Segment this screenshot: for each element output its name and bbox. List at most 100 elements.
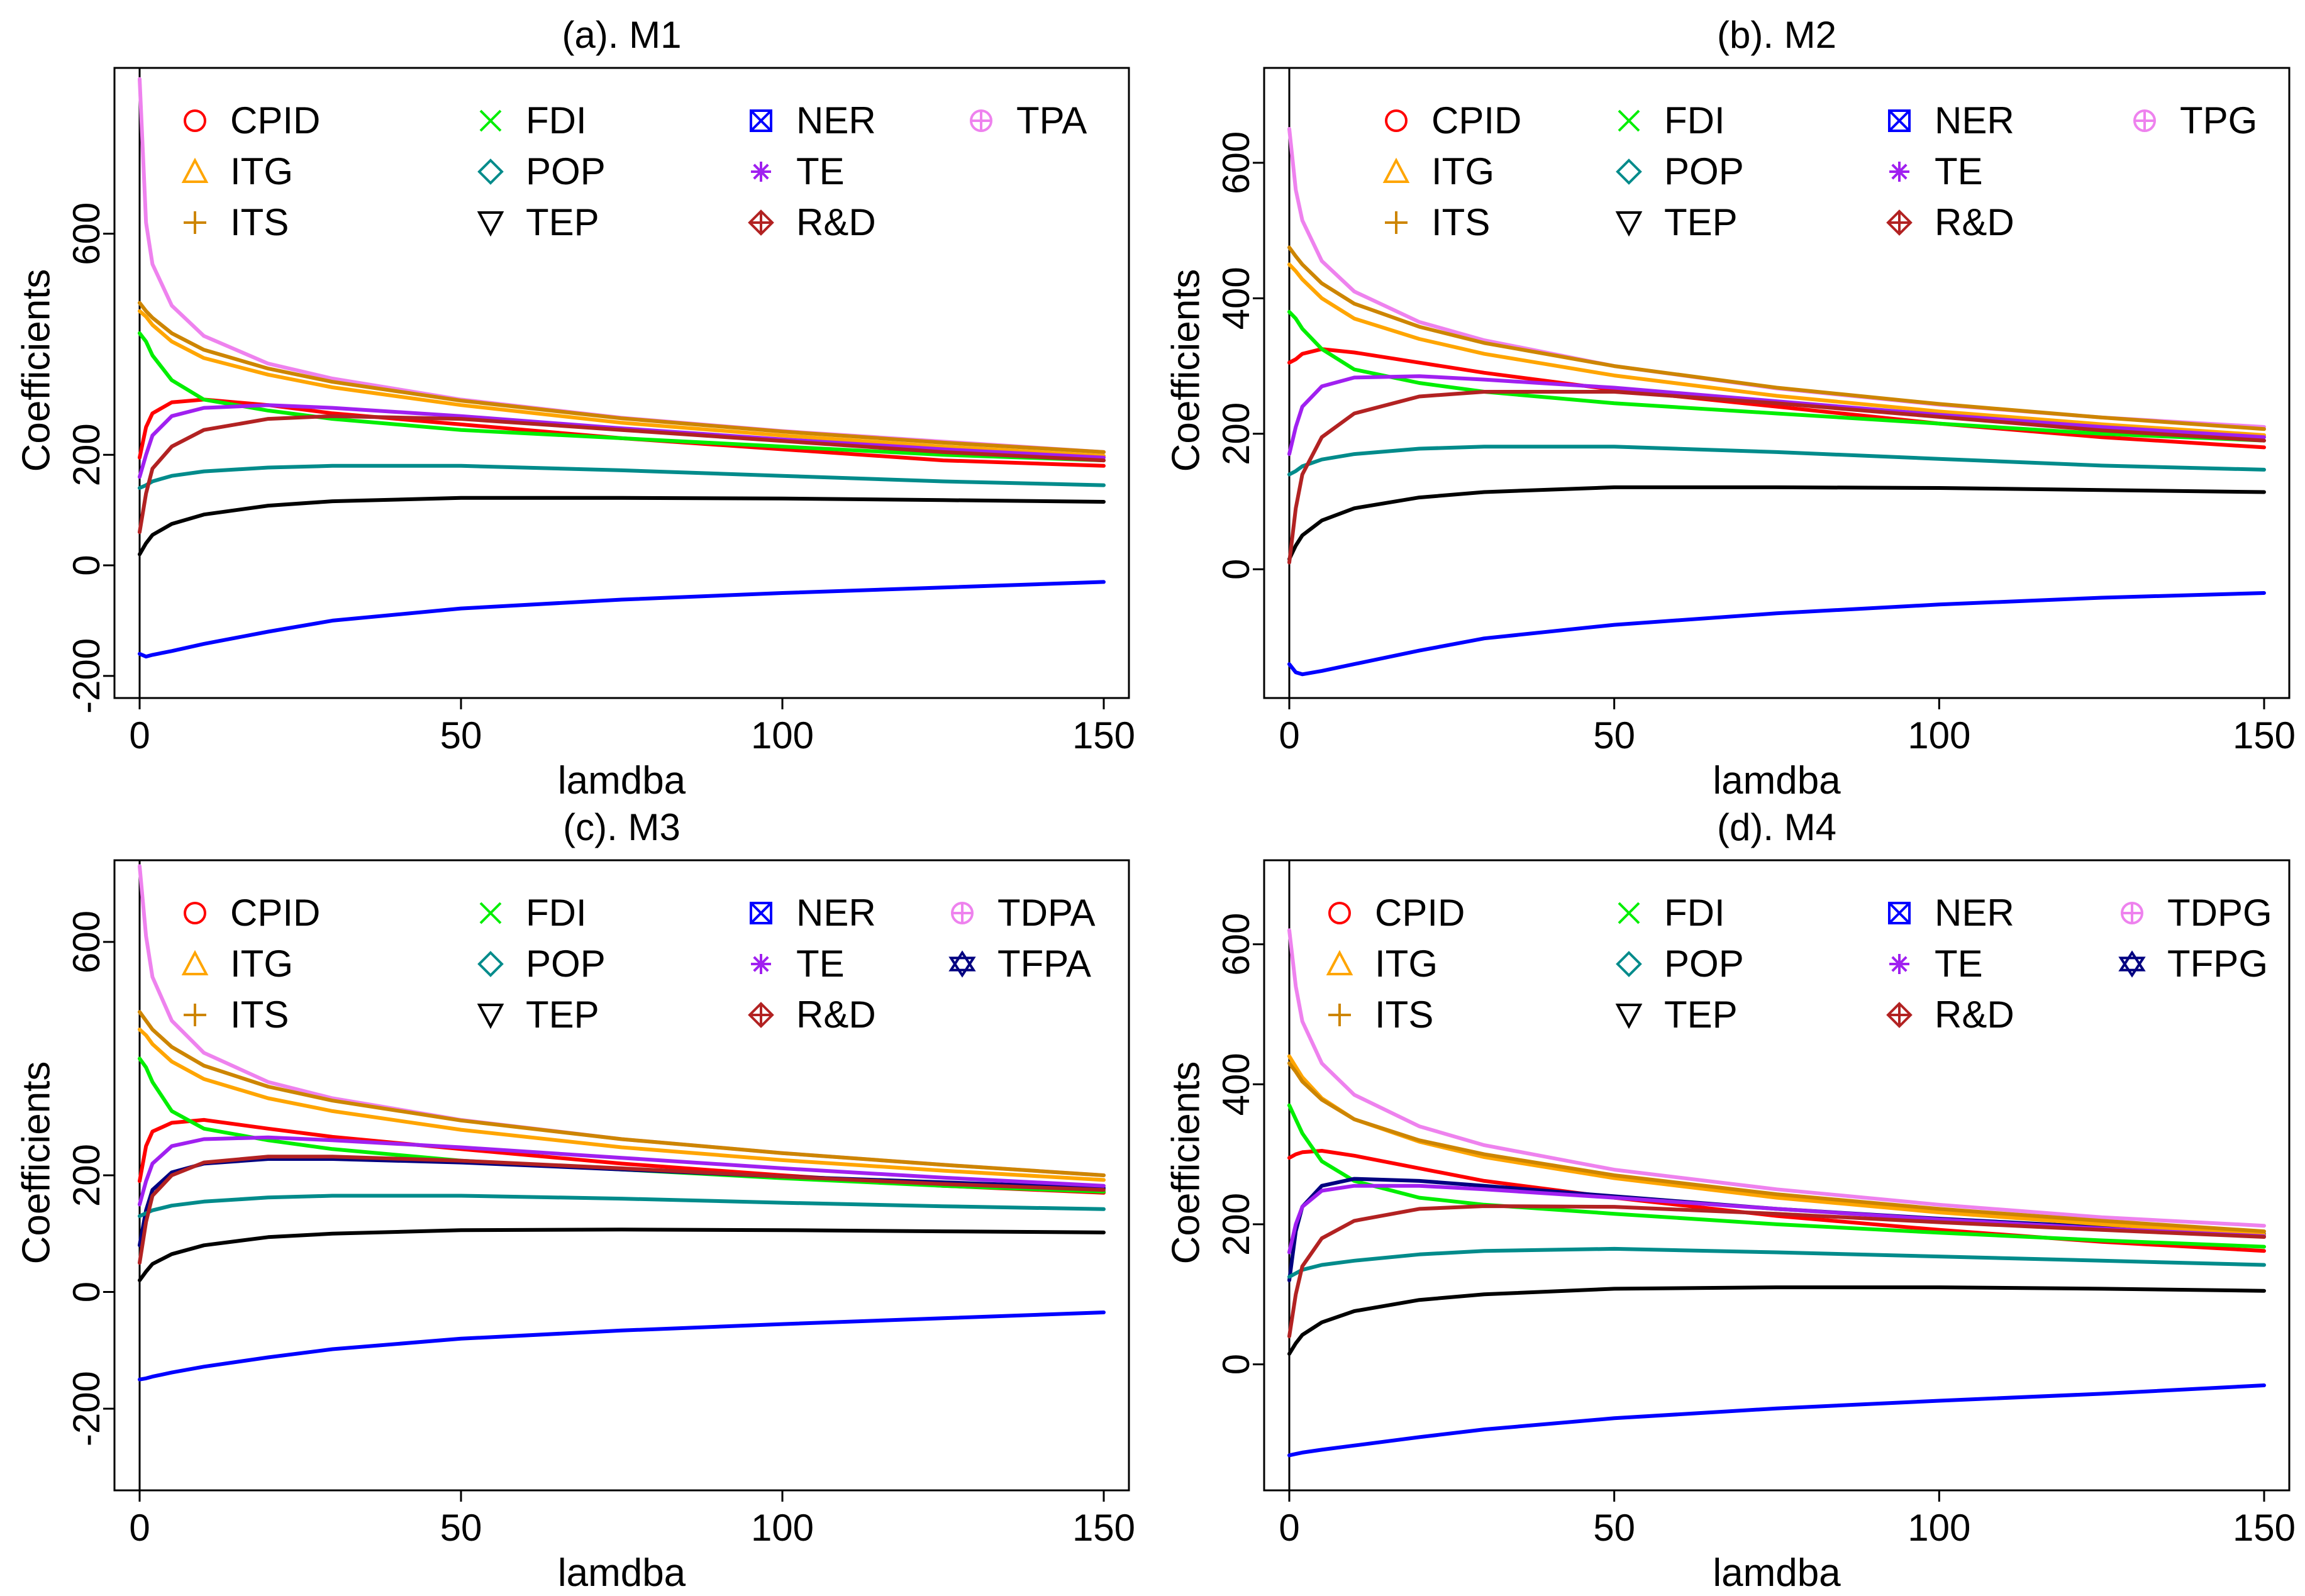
legend-item-cpid: CPID (1328, 892, 1465, 934)
legend-label: ITG (230, 150, 293, 192)
y-tick-label: 600 (65, 911, 108, 973)
chart-title: (d). M4 (1717, 806, 1836, 848)
legend-item-te: TE (1889, 150, 1983, 192)
legend-label: CPID (230, 892, 320, 934)
y-axis-label: Coefficients (1164, 269, 1208, 472)
y-tick-label: 200 (65, 423, 108, 486)
series-line-tep (1287, 485, 2266, 562)
chart-panel-2: (b). M2 0 50 100 150 0 200 400 600 lamdba Coeffici… (1164, 14, 2296, 802)
legend-item-tdpa: TDPA (951, 892, 1096, 934)
legend-item-tfpg: TFPG (2118, 943, 2268, 985)
legend-label: TDPA (997, 892, 1096, 934)
series-line-itg (138, 1028, 1106, 1182)
series-line-cpid (1287, 1149, 2266, 1253)
plot-frame (1263, 67, 2291, 699)
legend-label: ITS (230, 201, 289, 243)
legend-item-tdpg: TDPG (2121, 892, 2272, 934)
legend-item-itg: ITG (181, 943, 293, 985)
x-tick-label: 50 (440, 714, 482, 756)
series-line-its (1287, 245, 2266, 431)
series-line-its (138, 301, 1106, 454)
series-line-fdi (138, 331, 1106, 463)
series-line-ner (1287, 591, 2266, 677)
x-tick-label: 50 (440, 1507, 482, 1549)
legend-marker-itg (181, 157, 209, 183)
legend-label: CPID (1375, 892, 1465, 934)
series-line-te (1287, 1183, 2266, 1255)
series-line-pop (138, 1194, 1106, 1218)
legend-item-cpid: CPID (184, 892, 320, 934)
x-tick-label: 0 (129, 714, 150, 756)
legend-marker-its (1385, 211, 1408, 234)
legend-label: TEP (1664, 201, 1738, 243)
legend-label: FDI (526, 892, 587, 934)
chart-title: (b). M2 (1717, 14, 1836, 56)
series-line-its (138, 1010, 1106, 1177)
legend-marker-pop (477, 951, 504, 977)
series-line-itg (1287, 1054, 2266, 1237)
legend-marker-tdpg-ring (2121, 902, 2143, 924)
series-line-tep (138, 1227, 1106, 1282)
series-line-its (1287, 1061, 2266, 1234)
legend-label: TE (796, 150, 845, 192)
series-line-ner (138, 1311, 1106, 1382)
legend-marker-ner (1888, 109, 1911, 132)
legend-label: TE (1935, 150, 1983, 192)
legend-label: NER (796, 99, 876, 141)
series-line-ner (138, 580, 1106, 659)
legend-label: TDPG (2167, 892, 2272, 934)
legend-label: TE (796, 943, 845, 985)
y-tick-label: 400 (1215, 1053, 1257, 1116)
series-line-pop (138, 463, 1106, 490)
legend-marker-ner (750, 109, 772, 132)
legend-item-pop: POP (1616, 150, 1744, 192)
x-tick-label: 100 (751, 714, 814, 756)
legend-marker-tep (477, 1004, 504, 1029)
chart-panel-4: (d). M4 0 50 100 150 0 200 400 600 lamdba Coeffici… (1164, 806, 2296, 1595)
legend-item-fdi: FDI (479, 892, 587, 934)
legend-marker-te (1889, 954, 1909, 974)
series-line-te (1287, 374, 2266, 457)
legend-label: TEP (526, 994, 599, 1036)
y-tick-label: 0 (65, 1282, 108, 1302)
legend-label: R&D (796, 994, 876, 1036)
y-tick-label: 200 (1215, 402, 1257, 465)
legend-item-tfpa: TFPA (948, 943, 1091, 985)
legend-item-te: TE (751, 943, 845, 985)
legend-label: CPID (1431, 99, 1521, 141)
legend-item-cpid: CPID (184, 99, 320, 141)
legend-marker-tpa-ring (970, 109, 992, 132)
legend-marker-tpg (2135, 111, 2155, 131)
legend-label: TPG (2180, 99, 2257, 141)
legend-marker-its (1328, 1004, 1351, 1026)
x-tick-label: 50 (1593, 714, 1635, 756)
y-tick-label: 400 (1215, 267, 1257, 330)
legend-item-r-d: R&D (748, 994, 876, 1036)
legend-item-r-d: R&D (1886, 201, 2014, 243)
legend-marker-fdi (1618, 109, 1640, 132)
legend-marker-tfpg (2118, 950, 2146, 978)
legend-label: TPA (1016, 99, 1087, 141)
legend-marker-r-d (1886, 1002, 1913, 1028)
y-tick-label: 200 (1215, 1193, 1257, 1256)
series-line-itg (138, 309, 1106, 458)
legend-label: ITS (1431, 201, 1490, 243)
legend-label: POP (1664, 943, 1744, 985)
legend-label: FDI (1664, 99, 1725, 141)
legend-item-pop: POP (477, 150, 606, 192)
x-tick-label: 0 (1279, 1507, 1299, 1549)
legend-marker-itg (1326, 950, 1353, 975)
legend-marker-cpid (1385, 109, 1408, 132)
legend-marker-pop (1616, 951, 1642, 977)
series-line-tdpg (1287, 928, 2266, 1228)
series-line-r-d (138, 1155, 1106, 1265)
legend-item-tep: TEP (477, 201, 599, 243)
legend-label: FDI (526, 99, 587, 141)
legend-label: NER (1935, 892, 2014, 934)
legend-item-te: TE (751, 150, 845, 192)
legend-marker-fdi (479, 902, 502, 924)
legend-item-its: ITS (1385, 201, 1490, 243)
legend-item-te: TE (1889, 943, 1983, 985)
legend-label: POP (1664, 150, 1744, 192)
y-tick-label: 0 (1215, 1354, 1257, 1375)
